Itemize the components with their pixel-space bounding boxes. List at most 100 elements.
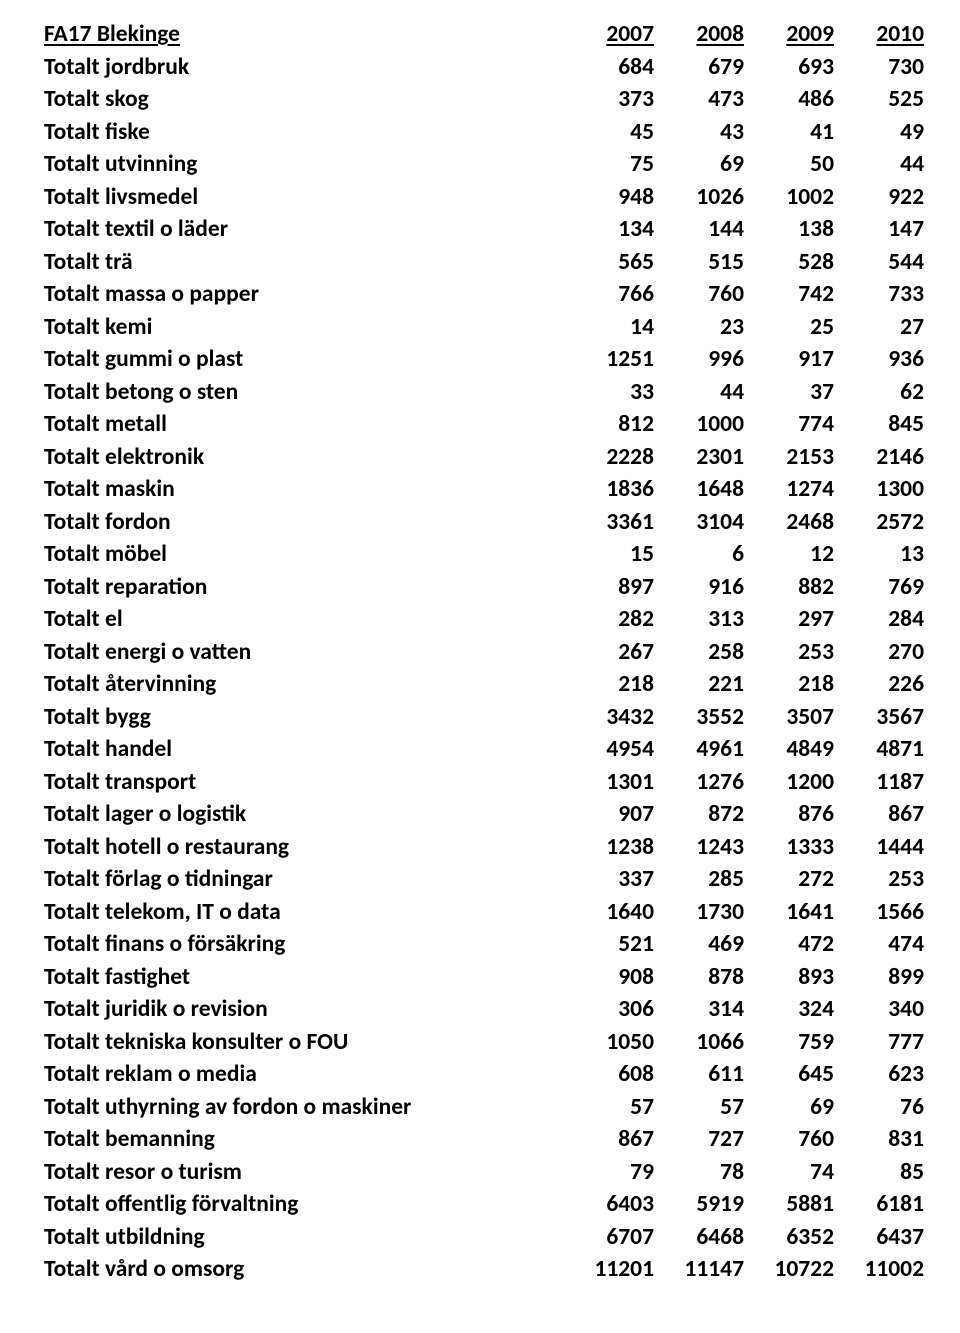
value-cell: 11002 bbox=[834, 1253, 924, 1286]
value-cell: 893 bbox=[744, 961, 834, 994]
value-cell: 2572 bbox=[834, 506, 924, 539]
row-label-cell: Totalt vård o omsorg bbox=[44, 1253, 564, 1286]
value-cell: 33 bbox=[564, 376, 654, 409]
value-cell: 27 bbox=[834, 311, 924, 344]
value-cell: 996 bbox=[654, 343, 744, 376]
value-cell: 50 bbox=[744, 148, 834, 181]
table-row: Totalt fastighet908878893899 bbox=[44, 961, 924, 994]
data-table: FA17 Blekinge2007200820092010Totalt jord… bbox=[44, 18, 924, 1286]
value-cell: 1648 bbox=[654, 473, 744, 506]
value-cell: 1187 bbox=[834, 766, 924, 799]
table-row: Totalt hotell o restaurang12381243133314… bbox=[44, 831, 924, 864]
row-label-cell: Totalt bygg bbox=[44, 701, 564, 734]
table-row: Totalt trä565515528544 bbox=[44, 246, 924, 279]
value-cell: 1276 bbox=[654, 766, 744, 799]
table-row: Totalt utvinning75695044 bbox=[44, 148, 924, 181]
value-cell: 15 bbox=[564, 538, 654, 571]
table-title-cell: FA17 Blekinge bbox=[44, 18, 564, 51]
table-row: Totalt fiske45434149 bbox=[44, 116, 924, 149]
value-cell: 6437 bbox=[834, 1221, 924, 1254]
value-cell: 3552 bbox=[654, 701, 744, 734]
value-cell: 831 bbox=[834, 1123, 924, 1156]
value-cell: 917 bbox=[744, 343, 834, 376]
value-cell: 337 bbox=[564, 863, 654, 896]
value-cell: 882 bbox=[744, 571, 834, 604]
value-cell: 1251 bbox=[564, 343, 654, 376]
table-row: Totalt energi o vatten267258253270 bbox=[44, 636, 924, 669]
value-cell: 948 bbox=[564, 181, 654, 214]
value-cell: 313 bbox=[654, 603, 744, 636]
value-cell: 1243 bbox=[654, 831, 744, 864]
value-cell: 74 bbox=[744, 1156, 834, 1189]
row-label-cell: Totalt uthyrning av fordon o maskiner bbox=[44, 1091, 564, 1124]
value-cell: 899 bbox=[834, 961, 924, 994]
value-cell: 1002 bbox=[744, 181, 834, 214]
value-cell: 611 bbox=[654, 1058, 744, 1091]
value-cell: 253 bbox=[834, 863, 924, 896]
value-cell: 472 bbox=[744, 928, 834, 961]
value-cell: 41 bbox=[744, 116, 834, 149]
row-label-cell: Totalt trä bbox=[44, 246, 564, 279]
value-cell: 49 bbox=[834, 116, 924, 149]
value-cell: 272 bbox=[744, 863, 834, 896]
value-cell: 45 bbox=[564, 116, 654, 149]
table-row: Totalt reklam o media608611645623 bbox=[44, 1058, 924, 1091]
table-row: Totalt livsmedel94810261002922 bbox=[44, 181, 924, 214]
row-label-cell: Totalt livsmedel bbox=[44, 181, 564, 214]
table-row: Totalt jordbruk684679693730 bbox=[44, 51, 924, 84]
value-cell: 62 bbox=[834, 376, 924, 409]
table-row: Totalt bemanning867727760831 bbox=[44, 1123, 924, 1156]
row-label-cell: Totalt elektronik bbox=[44, 441, 564, 474]
value-cell: 69 bbox=[744, 1091, 834, 1124]
table-row: Totalt telekom, IT o data164017301641156… bbox=[44, 896, 924, 929]
row-label-cell: Totalt fordon bbox=[44, 506, 564, 539]
table-row: Totalt transport1301127612001187 bbox=[44, 766, 924, 799]
table-row: Totalt handel4954496148494871 bbox=[44, 733, 924, 766]
value-cell: 138 bbox=[744, 213, 834, 246]
row-label-cell: Totalt el bbox=[44, 603, 564, 636]
table-row: Totalt återvinning218221218226 bbox=[44, 668, 924, 701]
value-cell: 845 bbox=[834, 408, 924, 441]
value-cell: 1730 bbox=[654, 896, 744, 929]
value-cell: 57 bbox=[564, 1091, 654, 1124]
value-cell: 769 bbox=[834, 571, 924, 604]
row-label-cell: Totalt förlag o tidningar bbox=[44, 863, 564, 896]
value-cell: 258 bbox=[654, 636, 744, 669]
value-cell: 6403 bbox=[564, 1188, 654, 1221]
table-row: Totalt massa o papper766760742733 bbox=[44, 278, 924, 311]
value-cell: 474 bbox=[834, 928, 924, 961]
value-cell: 285 bbox=[654, 863, 744, 896]
value-cell: 742 bbox=[744, 278, 834, 311]
value-cell: 267 bbox=[564, 636, 654, 669]
value-cell: 486 bbox=[744, 83, 834, 116]
table-row: Totalt reparation897916882769 bbox=[44, 571, 924, 604]
value-cell: 144 bbox=[654, 213, 744, 246]
value-cell: 1050 bbox=[564, 1026, 654, 1059]
row-label-cell: Totalt reparation bbox=[44, 571, 564, 604]
table-row: Totalt utbildning6707646863526437 bbox=[44, 1221, 924, 1254]
table-row: Totalt vård o omsorg11201111471072211002 bbox=[44, 1253, 924, 1286]
value-cell: 78 bbox=[654, 1156, 744, 1189]
value-cell: 226 bbox=[834, 668, 924, 701]
value-cell: 5881 bbox=[744, 1188, 834, 1221]
table-row: Totalt bygg3432355235073567 bbox=[44, 701, 924, 734]
value-cell: 774 bbox=[744, 408, 834, 441]
value-cell: 76 bbox=[834, 1091, 924, 1124]
row-label-cell: Totalt juridik o revision bbox=[44, 993, 564, 1026]
row-label-cell: Totalt textil o läder bbox=[44, 213, 564, 246]
value-cell: 75 bbox=[564, 148, 654, 181]
value-cell: 1000 bbox=[654, 408, 744, 441]
value-cell: 6468 bbox=[654, 1221, 744, 1254]
value-cell: 297 bbox=[744, 603, 834, 636]
row-label-cell: Totalt möbel bbox=[44, 538, 564, 571]
value-cell: 936 bbox=[834, 343, 924, 376]
value-cell: 340 bbox=[834, 993, 924, 1026]
value-cell: 79 bbox=[564, 1156, 654, 1189]
value-cell: 2301 bbox=[654, 441, 744, 474]
value-cell: 43 bbox=[654, 116, 744, 149]
row-label-cell: Totalt gummi o plast bbox=[44, 343, 564, 376]
table-body: FA17 Blekinge2007200820092010Totalt jord… bbox=[44, 18, 924, 1286]
value-cell: 897 bbox=[564, 571, 654, 604]
value-cell: 733 bbox=[834, 278, 924, 311]
value-cell: 867 bbox=[834, 798, 924, 831]
